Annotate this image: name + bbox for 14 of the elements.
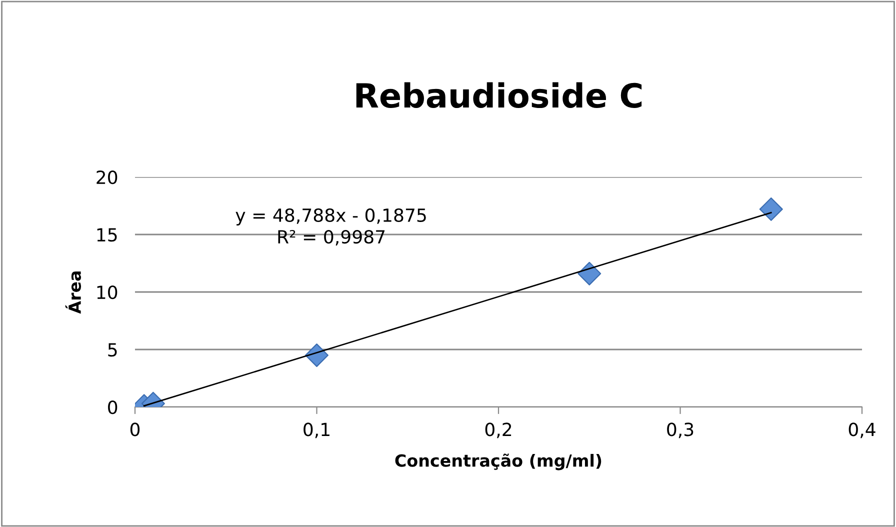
y-tick-label: 10: [97, 285, 118, 300]
y-axis-title: Área: [65, 271, 82, 314]
y-tick-label: 15: [97, 228, 117, 242]
y-tick-label: 20: [96, 170, 118, 184]
x-tick-label: 0,3: [667, 422, 694, 438]
x-tick-label: 0,4: [848, 422, 876, 438]
x-axis-title: Concentração (mg/ml): [395, 454, 602, 470]
chart-title: Rebaudioside C: [356, 82, 642, 108]
x-tick-label: 0: [130, 422, 140, 436]
y-tick-label: 5: [108, 343, 117, 357]
y-tick-label: 0: [108, 400, 118, 414]
x-tick-label: 0,2: [485, 422, 512, 438]
x-tick-label: 0,1: [304, 422, 330, 438]
annotation: y = 48,788x - 0,1875 R² = 0,9987: [236, 208, 426, 246]
